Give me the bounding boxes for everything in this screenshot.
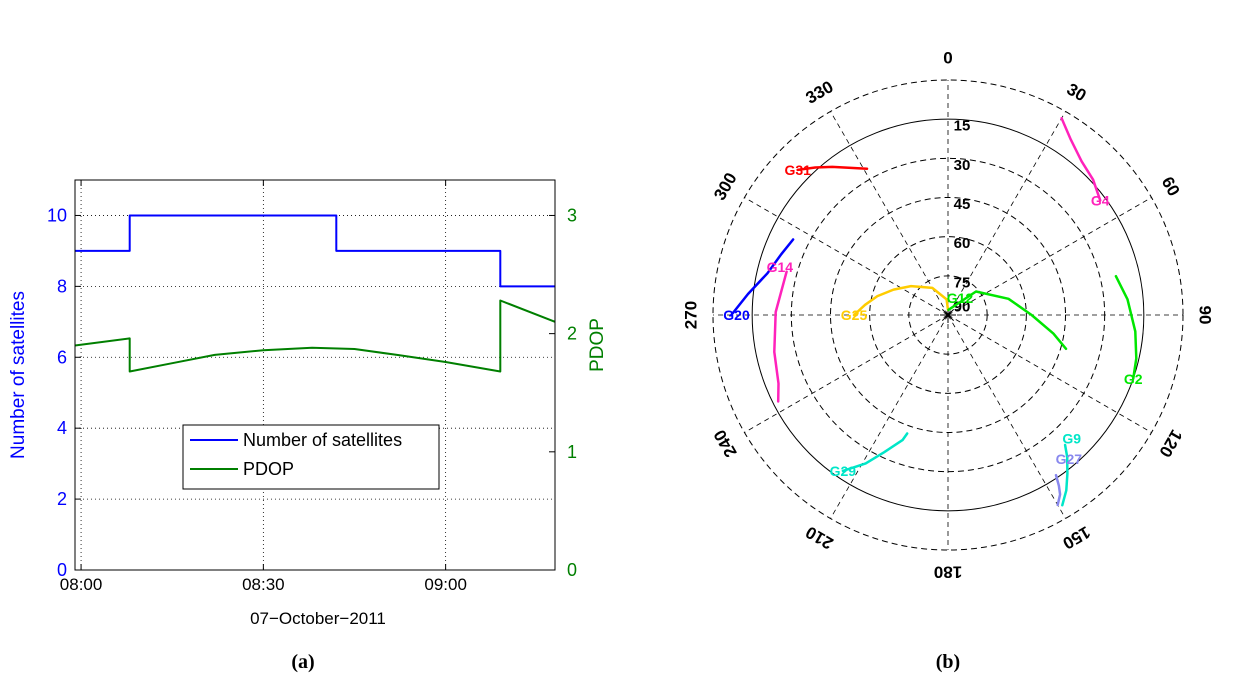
azimuth-spoke — [830, 111, 949, 316]
azimuth-label: 330 — [802, 77, 836, 108]
satellite-label-g12: G12 — [947, 290, 974, 306]
track-g4 — [1060, 117, 1102, 202]
panel-a-label: (a) — [291, 651, 314, 673]
track-g2 — [1114, 274, 1138, 381]
azimuth-label: 120 — [1155, 426, 1186, 460]
azimuth-label: 270 — [682, 301, 701, 329]
azimuth-label: 180 — [934, 563, 962, 582]
grid-lines-a — [75, 180, 555, 570]
y-axis-label-left: Number of satellites — [8, 291, 29, 459]
series-line-pdop — [74, 299, 556, 373]
y-tick-label-left: 4 — [57, 418, 67, 438]
y-tick-label-left: 0 — [57, 560, 67, 580]
zenith-marker — [941, 308, 955, 322]
y-tick-label-right: 0 — [567, 560, 577, 580]
elevation-label: 30 — [954, 157, 971, 174]
satellite-label-g9: G9 — [1062, 431, 1081, 447]
x-tick-label: 08:30 — [242, 575, 285, 594]
azimuth-spoke — [744, 314, 949, 433]
satellite-label-g31: G31 — [785, 162, 812, 178]
azimuth-label: 90 — [1196, 306, 1215, 325]
azimuth-label: 150 — [1059, 522, 1093, 553]
track-g31 — [796, 165, 869, 172]
satellite-label-g4: G4 — [1091, 192, 1110, 208]
panel-b-label: (b) — [936, 651, 960, 673]
track-g29 — [841, 432, 909, 473]
series-line-number-of-satellites — [75, 214, 555, 288]
azimuth-label: 30 — [1064, 79, 1090, 105]
y-tick-label-right: 3 — [567, 205, 577, 225]
tick-labels-a: 08:00 08:30 09:00 0 2 4 6 8 10 0 1 2 3 — [47, 205, 577, 594]
track-g27 — [1054, 473, 1062, 507]
x-tick-label: 09:00 — [424, 575, 467, 594]
legend: Number of satellites PDOP — [182, 424, 440, 490]
satellite-label-g25: G25 — [841, 307, 868, 323]
satellite-label-g20: G20 — [723, 307, 750, 323]
legend-box — [182, 424, 440, 490]
y-tick-label-right: 2 — [567, 324, 577, 344]
azimuth-spoke — [830, 314, 949, 519]
satellite-labels: G31 G4 G14 G20 G25 G12 G2 G9 G27 G29 — [723, 162, 1142, 479]
azimuth-spokes — [713, 80, 1183, 550]
elevation-ring — [751, 118, 1145, 512]
y-tick-label-right: 1 — [567, 442, 577, 462]
track-g20 — [730, 238, 795, 317]
elevation-ring — [869, 236, 1027, 394]
y-axis-label-right: PDOP — [587, 318, 608, 372]
azimuth-spoke — [947, 314, 1066, 519]
azimuth-spoke — [947, 197, 1152, 316]
azimuth-label: 60 — [1158, 174, 1184, 200]
panel-a-chart: 08:00 08:30 09:00 0 2 4 6 8 10 0 1 2 3 Number of sat… — [8, 179, 608, 673]
x-tick-label: 08:00 — [60, 575, 103, 594]
elevation-label: 45 — [954, 196, 971, 213]
satellite-label-g14: G14 — [767, 259, 794, 275]
azimuth-spoke — [947, 111, 1066, 316]
y-tick-label-left: 10 — [47, 205, 67, 225]
panel-b-skyplot: 0 30 60 90 120 150 180 210 240 270 300 330 15 30 45 60… — [682, 49, 1215, 674]
x-axis-label: 07−October−2011 — [250, 609, 386, 628]
satellite-label-g2: G2 — [1124, 371, 1143, 387]
plot-box-a — [74, 179, 556, 571]
elevation-label: 60 — [954, 235, 971, 252]
track-g14 — [773, 270, 788, 403]
azimuth-label: 0 — [943, 49, 952, 68]
satellite-tracks — [730, 117, 1138, 507]
legend-label-satellites: Number of satellites — [243, 430, 402, 450]
track-g12 — [947, 290, 1068, 351]
tick-marks-a — [75, 180, 555, 571]
azimuth-spoke — [744, 197, 949, 316]
azimuth-label: 240 — [710, 426, 741, 460]
azimuth-spoke — [947, 314, 1152, 433]
elevation-label: 15 — [954, 118, 971, 135]
series-layer-a — [74, 214, 556, 373]
y-tick-label-left: 2 — [57, 489, 67, 509]
satellite-label-g29: G29 — [830, 463, 857, 479]
y-tick-label-left: 6 — [57, 347, 67, 367]
elevation-label: 75 — [954, 274, 971, 291]
track-g25 — [852, 284, 950, 317]
track-g9 — [1061, 443, 1069, 507]
azimuth-label: 210 — [802, 522, 836, 553]
y-tick-label-left: 8 — [57, 276, 67, 296]
azimuth-label: 300 — [710, 169, 741, 203]
satellite-label-g27: G27 — [1056, 451, 1083, 467]
legend-label-pdop: PDOP — [243, 459, 294, 479]
